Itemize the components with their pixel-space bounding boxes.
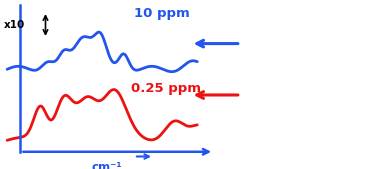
Text: cm⁻¹: cm⁻¹	[92, 161, 122, 169]
Text: x10: x10	[4, 20, 25, 30]
Text: 0.25 ppm: 0.25 ppm	[130, 82, 201, 95]
Text: 10 ppm: 10 ppm	[134, 7, 190, 20]
